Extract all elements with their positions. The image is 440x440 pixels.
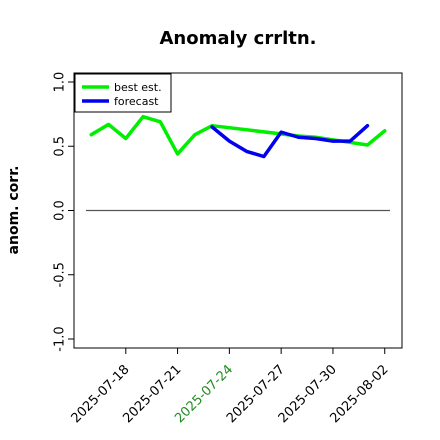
x-axis: 2025-07-182025-07-212025-07-242025-07-27… <box>69 348 392 426</box>
legend: best est. forecast <box>74 73 172 113</box>
y-tick-label: -1.0 <box>53 326 68 351</box>
series-layer <box>89 114 387 159</box>
y-tick-label: 0.0 <box>53 200 68 221</box>
legend-label-best-est: best est. <box>114 81 162 94</box>
y-tick-label: -0.5 <box>53 262 68 287</box>
series-line-best-est <box>89 114 387 156</box>
y-tick-label: 1.0 <box>53 72 68 93</box>
series-line-forecast <box>210 123 370 159</box>
y-axis: -1.0 -0.5 0.0 0.5 1.0 <box>53 72 74 352</box>
legend-box <box>74 73 172 113</box>
chart-title: Anomaly crrltn. <box>159 28 316 49</box>
y-tick-label: 0.5 <box>53 136 68 157</box>
y-axis-label: anom. corr. <box>6 166 22 255</box>
legend-label-forecast: forecast <box>114 95 159 108</box>
